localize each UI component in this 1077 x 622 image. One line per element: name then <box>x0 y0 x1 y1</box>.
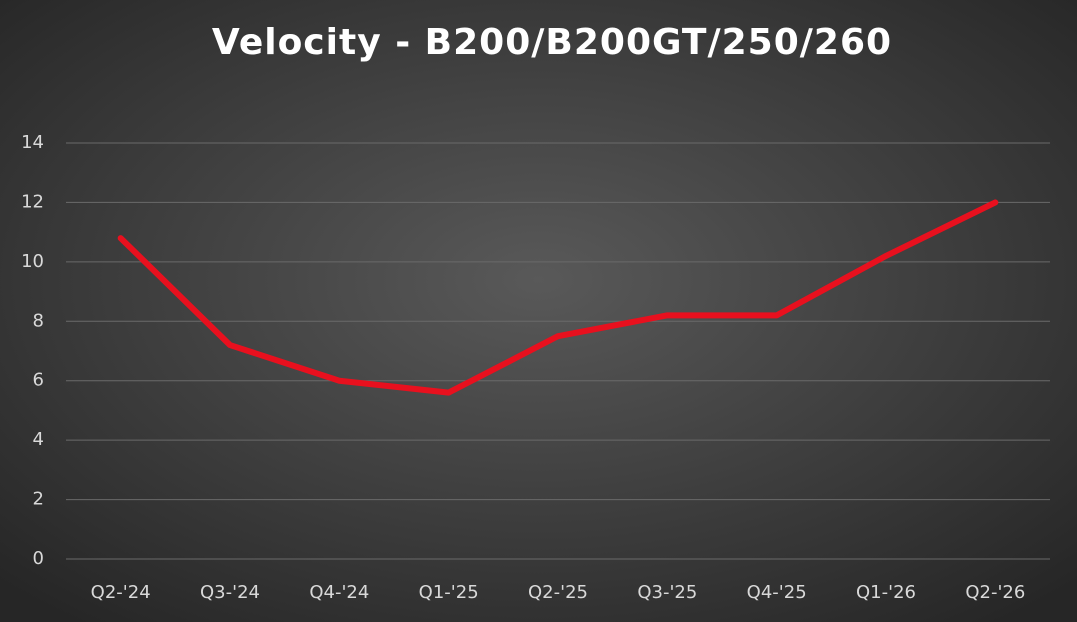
x-tick-label: Q2-'25 <box>528 582 588 603</box>
x-tick-label: Q2-'26 <box>965 582 1025 603</box>
x-tick-label: Q4-'24 <box>309 582 369 603</box>
series-line <box>117 199 999 396</box>
y-tick-label: 12 <box>21 191 44 212</box>
x-tick-label: Q3-'25 <box>637 582 697 603</box>
y-tick-label: 2 <box>33 489 44 510</box>
x-tick-label: Q1-'25 <box>419 582 479 603</box>
x-tick-label: Q2-'24 <box>91 582 151 603</box>
y-tick-label: 0 <box>33 548 44 569</box>
x-tick-label: Q3-'24 <box>200 582 260 603</box>
chart-title: Velocity - B200/B200GT/250/260 <box>212 22 892 63</box>
x-tick-label: Q1-'26 <box>856 582 916 603</box>
y-tick-label: 6 <box>33 370 44 391</box>
x-tick-label: Q4-'25 <box>747 582 807 603</box>
y-tick-label: 4 <box>33 429 44 450</box>
y-tick-label: 10 <box>21 251 44 272</box>
y-tick-label: 8 <box>33 310 44 331</box>
y-tick-label: 14 <box>21 132 44 153</box>
